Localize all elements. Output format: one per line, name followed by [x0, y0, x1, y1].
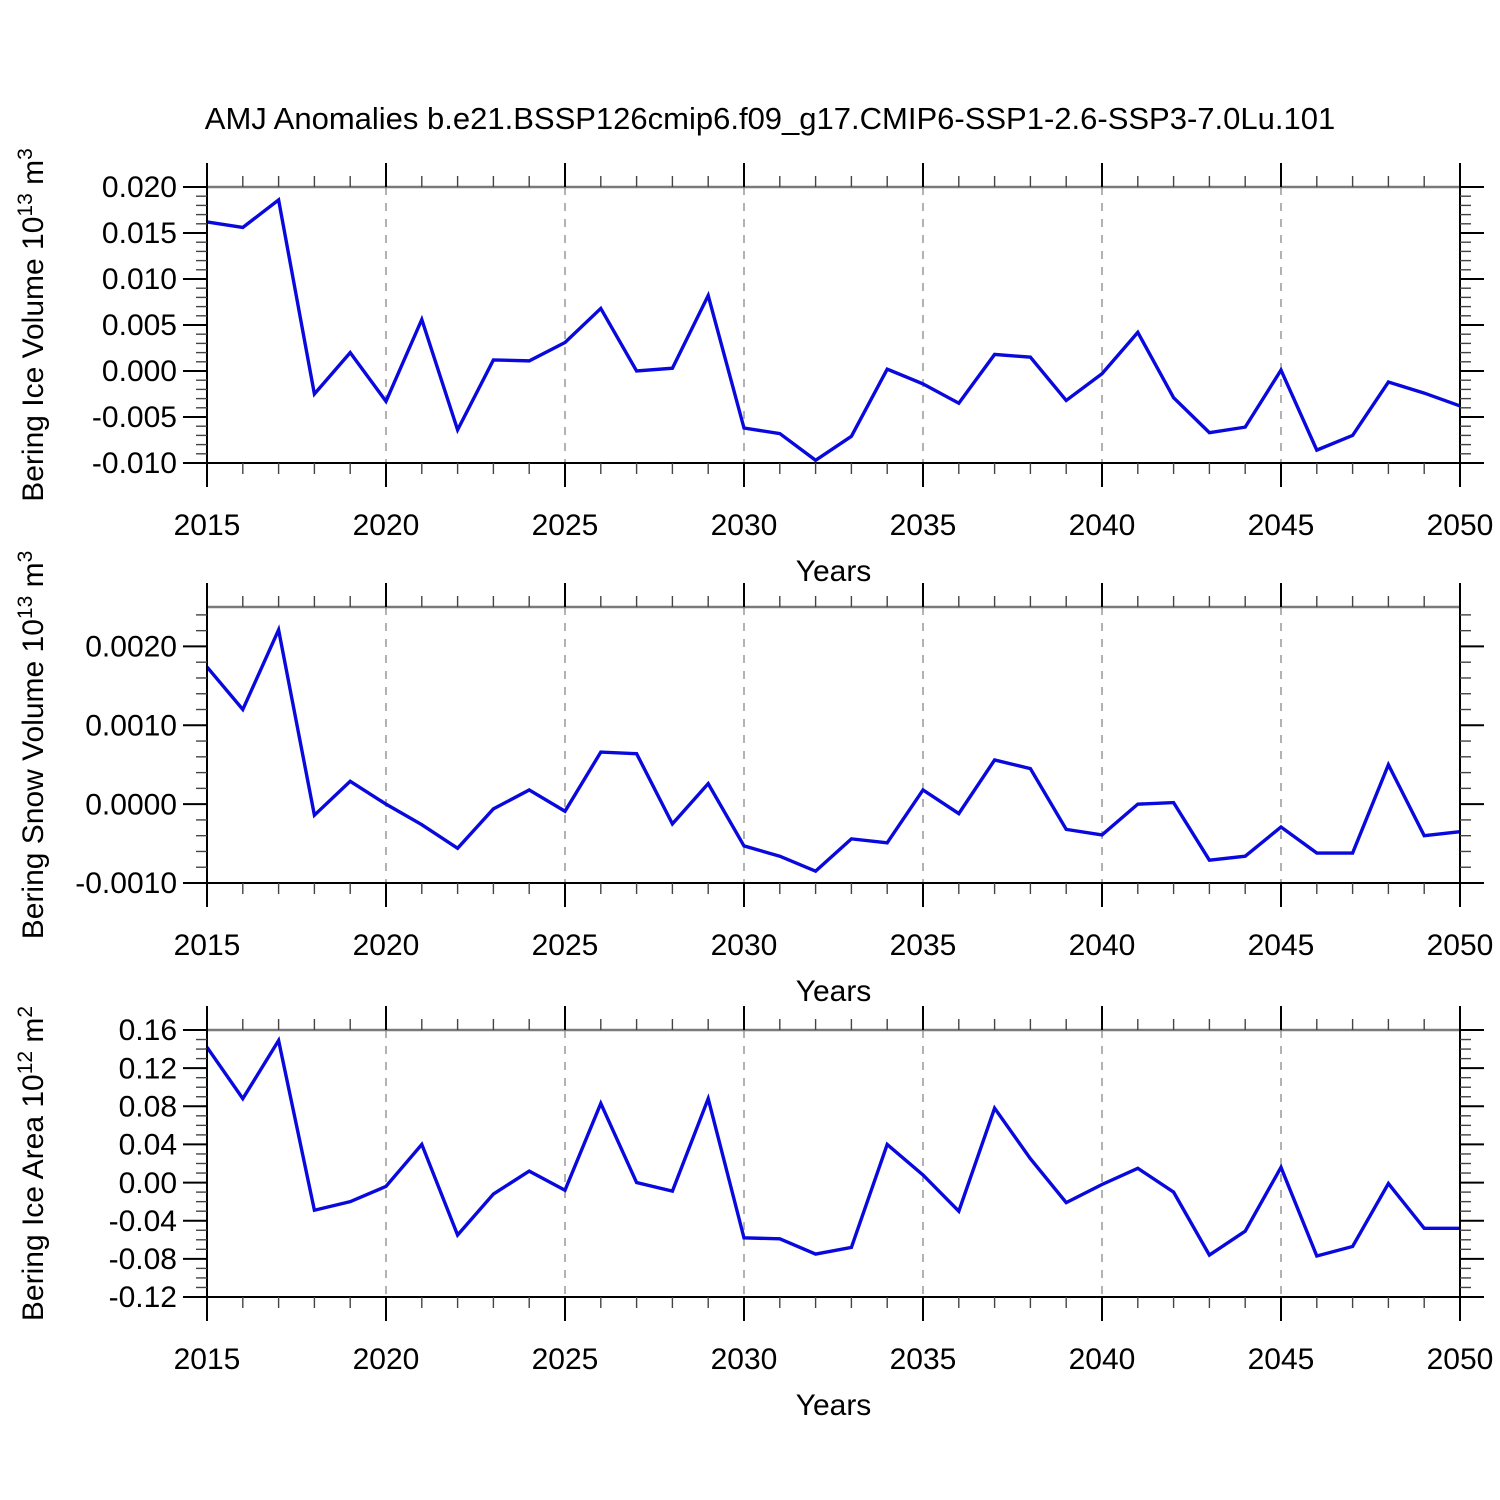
y-tick-label: -0.04: [109, 1205, 177, 1238]
y-tick-label: -0.0010: [75, 867, 177, 900]
x-tick-label: 2020: [353, 1343, 420, 1376]
x-tick-labels: 2015 2020 2025 2030 2035 2040 2045 2050: [174, 929, 1494, 962]
y-tick-label: -0.12: [109, 1281, 177, 1314]
bering-snow-volume-chart: 0.0020 0.0010 0.0000 -0.0010 2015 2020 2025 203…: [14, 551, 1493, 1008]
x-tick-label: 2025: [532, 929, 599, 962]
y-tick-label: 0.015: [102, 217, 177, 250]
x-tick-label: 2040: [1069, 929, 1136, 962]
x-tick-label: 2025: [532, 1343, 599, 1376]
y-tick-label: 0.000: [102, 355, 177, 388]
bering-ice-area-line: [205, 1035, 1460, 1259]
x-tick-label: 2035: [890, 509, 957, 542]
y-tick-label: 0.16: [119, 1014, 177, 1047]
x-gridlines: [385, 187, 1282, 463]
x-tick-label: 2015: [174, 1343, 241, 1376]
x-axis-title: Years: [796, 555, 872, 588]
x-tick-labels: 2015 2020 2025 2030 2035 2040 2045 2050: [174, 1343, 1494, 1376]
y-tick-label: 0.08: [119, 1090, 177, 1123]
x-axis-title: Years: [796, 975, 872, 1008]
x-axis-title: Years: [796, 1389, 872, 1422]
y-axis-title: Bering Ice Area 1012 m2: [14, 1006, 50, 1321]
x-tick-label: 2040: [1069, 1343, 1136, 1376]
y-tick-label: 0.010: [102, 263, 177, 296]
x-tick-label: 2015: [174, 929, 241, 962]
axis-ticks: [183, 1006, 1484, 1321]
y-tick-label: 0.0010: [85, 709, 177, 742]
y-axis-title: Bering Ice Volume 1013 m3: [14, 148, 50, 502]
x-tick-label: 2025: [532, 509, 599, 542]
x-gridlines: [385, 607, 1282, 883]
x-tick-label: 2045: [1248, 929, 1315, 962]
x-tick-label: 2020: [353, 509, 420, 542]
y-tick-label: 0.00: [119, 1167, 177, 1200]
axis-ticks: [183, 163, 1484, 487]
x-tick-label: 2045: [1248, 1343, 1315, 1376]
x-tick-labels: 2015 2020 2025 2030 2035 2040 2045 2050: [174, 509, 1494, 542]
y-tick-label: 0.0000: [85, 788, 177, 821]
x-tick-label: 2035: [890, 1343, 957, 1376]
y-tick-label: 0.12: [119, 1052, 177, 1085]
bering-snow-volume-line: [205, 624, 1461, 874]
x-tick-label: 2050: [1427, 509, 1494, 542]
x-tick-label: 2015: [174, 509, 241, 542]
bering-ice-volume-line: [206, 196, 1461, 463]
chart-frame: [206, 605, 1461, 884]
y-axis-title: Bering Snow Volume 1013 m3: [14, 551, 50, 940]
x-tick-label: 2050: [1427, 1343, 1494, 1376]
y-tick-label: -0.010: [92, 447, 177, 480]
y-tick-labels: 0.020 0.015 0.010 0.005 0.000 -0.005 -0.010: [92, 171, 177, 480]
x-tick-label: 2045: [1248, 509, 1315, 542]
chart-frame: [206, 185, 1461, 464]
y-tick-label: 0.020: [102, 171, 177, 204]
x-tick-label: 2030: [711, 929, 778, 962]
y-tick-labels: 0.16 0.12 0.08 0.04 0.00 -0.04 -0.08 -0.12: [109, 1014, 177, 1314]
x-tick-label: 2020: [353, 929, 420, 962]
x-tick-label: 2030: [711, 1343, 778, 1376]
x-tick-label: 2040: [1069, 509, 1136, 542]
x-tick-label: 2030: [711, 509, 778, 542]
axis-ticks: [183, 583, 1484, 907]
y-tick-label: 0.005: [102, 309, 177, 342]
figure-title: AMJ Anomalies b.e21.BSSP126cmip6.f09_g17…: [204, 101, 1336, 136]
bering-ice-volume-chart: 0.020 0.015 0.010 0.005 0.000 -0.005 -0.010 201…: [14, 148, 1493, 588]
x-tick-label: 2050: [1427, 929, 1494, 962]
y-tick-labels: 0.0020 0.0010 0.0000 -0.0010: [75, 631, 177, 901]
chart-frame: [206, 1028, 1461, 1298]
x-gridlines: [385, 1030, 1282, 1297]
x-tick-label: 2035: [890, 929, 957, 962]
y-tick-label: -0.005: [92, 401, 177, 434]
y-tick-label: 0.0020: [85, 631, 177, 664]
y-tick-label: 0.04: [119, 1129, 177, 1162]
y-tick-label: -0.08: [109, 1243, 177, 1276]
